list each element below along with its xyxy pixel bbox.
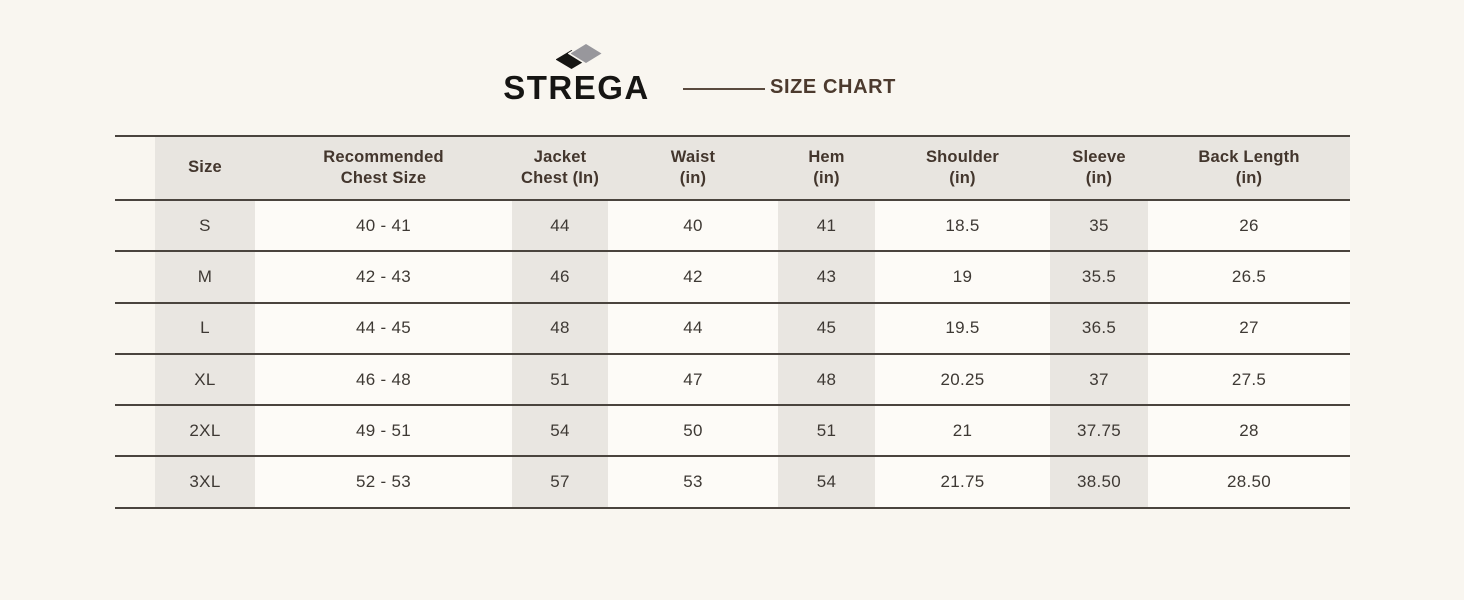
diamond-gray-icon xyxy=(570,44,602,63)
header: STREGA SIZE CHART xyxy=(0,0,1464,136)
brand-name: STREGA xyxy=(503,69,650,106)
size-cell: L xyxy=(155,303,255,353)
shoulder-cell: 20.25 xyxy=(875,354,1050,405)
table-row-s: S 40 - 41 44 40 41 18.5 35 26 xyxy=(115,201,1350,253)
sleeve-cell: 37.75 xyxy=(1050,406,1148,456)
sleeve-cell: 35.5 xyxy=(1050,252,1148,302)
shoulder-cell: 18.5 xyxy=(875,201,1050,251)
chest-size-cell: 40 - 41 xyxy=(255,201,512,251)
jacket-chest-cell: 54 xyxy=(512,406,608,456)
table-header-row: Size Recommended Chest Size Jacket Chest… xyxy=(115,137,1350,201)
chest-size-cell: 44 - 45 xyxy=(255,303,512,353)
back-length-cell: 27.5 xyxy=(1148,354,1350,405)
jacket-chest-cell: 44 xyxy=(512,201,608,251)
back-length-cell: 27 xyxy=(1148,303,1350,353)
hem-cell: 51 xyxy=(778,406,875,456)
size-cell: S xyxy=(155,201,255,251)
row-spacer-cell xyxy=(115,304,155,353)
hem-cell: 48 xyxy=(778,354,875,405)
shoulder-cell: 21.75 xyxy=(875,457,1050,507)
hem-cell: 54 xyxy=(778,457,875,507)
overlapping-diamonds-icon xyxy=(555,42,605,70)
size-cell: 3XL xyxy=(155,457,255,507)
size-cell: 2XL xyxy=(155,406,255,456)
size-cell: XL xyxy=(155,354,255,405)
waist-cell: 50 xyxy=(608,406,778,456)
jacket-chest-cell: 46 xyxy=(512,252,608,302)
hem-cell: 43 xyxy=(778,252,875,302)
shoulder-cell: 19.5 xyxy=(875,303,1050,353)
shoulder-cell: 19 xyxy=(875,252,1050,302)
chest-size-cell: 42 - 43 xyxy=(255,252,512,302)
hem-cell: 45 xyxy=(778,303,875,353)
waist-cell: 53 xyxy=(608,457,778,507)
sleeve-cell: 35 xyxy=(1050,201,1148,251)
table-row-l: L 44 - 45 48 44 45 19.5 36.5 27 xyxy=(115,303,1350,355)
back-length-cell: 28 xyxy=(1148,406,1350,456)
page-title: SIZE CHART xyxy=(770,76,896,98)
table-row-m: M 42 - 43 46 42 43 19 35.5 26.5 xyxy=(115,252,1350,304)
back-length-cell: 26.5 xyxy=(1148,252,1350,302)
column-header-waist: Waist (in) xyxy=(608,137,778,199)
chest-size-cell: 46 - 48 xyxy=(255,354,512,405)
row-spacer-cell xyxy=(115,252,155,301)
sleeve-cell: 37 xyxy=(1050,354,1148,405)
size-cell: M xyxy=(155,252,255,302)
size-chart-table: Size Recommended Chest Size Jacket Chest… xyxy=(115,135,1350,509)
title-divider-line xyxy=(683,88,765,90)
waist-cell: 44 xyxy=(608,303,778,353)
sleeve-cell: 36.5 xyxy=(1050,303,1148,353)
back-length-cell: 26 xyxy=(1148,201,1350,251)
brand-logo: STREGA xyxy=(503,42,650,106)
waist-cell: 42 xyxy=(608,252,778,302)
sleeve-cell: 38.50 xyxy=(1050,457,1148,507)
column-header-shoulder: Shoulder (in) xyxy=(875,137,1050,199)
table-row-xl: XL 46 - 48 51 47 48 20.25 37 27.5 xyxy=(115,354,1350,407)
column-header-hem: Hem (in) xyxy=(778,137,875,199)
jacket-chest-cell: 57 xyxy=(512,457,608,507)
chest-size-cell: 49 - 51 xyxy=(255,406,512,456)
row-spacer-cell xyxy=(115,355,155,404)
shoulder-cell: 21 xyxy=(875,406,1050,456)
jacket-chest-cell: 51 xyxy=(512,354,608,405)
table-row-3xl: 3XL 52 - 53 57 53 54 21.75 38.50 28.50 xyxy=(115,457,1350,509)
hem-cell: 41 xyxy=(778,201,875,251)
waist-cell: 40 xyxy=(608,201,778,251)
back-length-cell: 28.50 xyxy=(1148,457,1350,507)
waist-cell: 47 xyxy=(608,354,778,405)
row-spacer-cell xyxy=(115,201,155,250)
column-header-recommended-chest-size: Recommended Chest Size xyxy=(255,137,512,199)
header-spacer-cell xyxy=(115,137,155,199)
row-spacer-cell xyxy=(115,406,155,455)
column-header-jacket-chest: Jacket Chest (In) xyxy=(512,137,608,199)
row-spacer-cell xyxy=(115,457,155,506)
column-header-sleeve: Sleeve (in) xyxy=(1050,137,1148,199)
column-header-size: Size xyxy=(155,137,255,199)
chest-size-cell: 52 - 53 xyxy=(255,457,512,507)
table-row-2xl: 2XL 49 - 51 54 50 51 21 37.75 28 xyxy=(115,406,1350,458)
jacket-chest-cell: 48 xyxy=(512,303,608,353)
column-header-back-length: Back Length (in) xyxy=(1148,137,1350,199)
